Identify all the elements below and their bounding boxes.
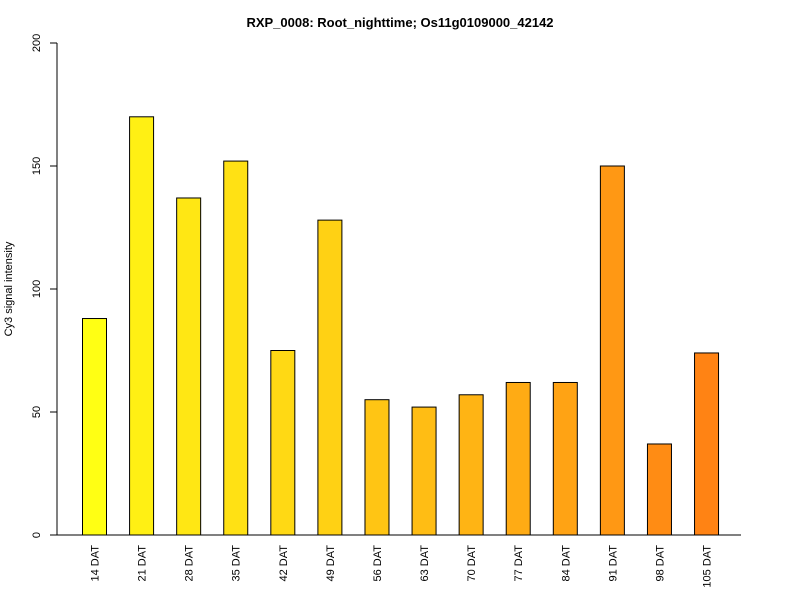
x-tick-label: 49 DAT [325,545,337,582]
x-tick-label: 70 DAT [466,545,478,582]
x-tick-label: 98 DAT [654,545,666,582]
bar-14-dat [82,318,107,536]
y-tick-label: 50 [31,406,43,418]
y-tick-label: 0 [31,532,43,538]
bar-35-dat [223,160,249,536]
x-axis-tick-labels: 14 DAT 21 DAT 28 DAT 35 DAT 42 DAT 49 DAT 56 D… [90,545,714,588]
bar-28-dat [176,197,202,536]
bar-105-dat [694,352,720,536]
x-tick-label: 63 DAT [419,545,431,582]
x-tick-label: 35 DAT [231,545,243,582]
x-tick-label: 84 DAT [560,545,572,582]
bar-84-dat [552,381,578,536]
x-tick-label: 42 DAT [278,545,290,582]
bar-98-dat [646,443,672,536]
x-tick-label: 56 DAT [372,545,384,582]
bar-63-dat [411,406,437,536]
bar-77-dat [505,381,531,536]
chart-title: RXP_0008: Root_nighttime; Os11g0109000_4… [246,15,553,30]
x-tick-label: 91 DAT [607,545,619,582]
bars [82,116,720,536]
x-tick-label: 21 DAT [137,545,149,582]
bar-56-dat [364,399,390,536]
bar-21-dat [129,116,155,536]
y-tick-label: 200 [31,34,43,52]
bar-91-dat [599,165,625,536]
y-axis-ticks: 0 50 100 150 200 [31,34,57,538]
x-tick-label: 105 DAT [702,545,714,588]
y-tick-label: 150 [31,157,43,175]
bar-49-dat [317,219,343,536]
x-tick-label: 14 DAT [90,545,102,582]
y-tick-label: 100 [31,280,43,298]
bar-70-dat [458,394,484,536]
y-axis-label: Cy3 signal intensity [3,241,15,336]
bar-42-dat [270,350,296,536]
x-tick-label: 28 DAT [184,545,196,582]
x-tick-label: 77 DAT [513,545,525,582]
